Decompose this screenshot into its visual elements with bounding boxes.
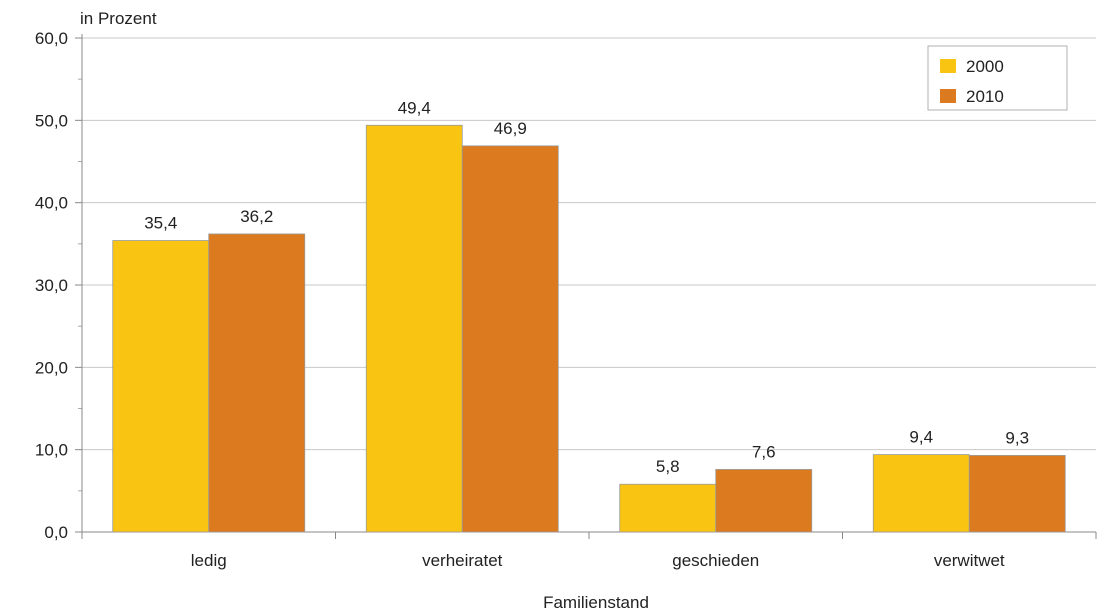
data-label-2000-verwitwet: 9,4: [909, 428, 933, 447]
x-category-label: geschieden: [672, 551, 759, 570]
data-label-2010-geschieden: 7,6: [752, 442, 776, 461]
legend-label-2000: 2000: [966, 57, 1004, 76]
y-tick-label: 60,0: [35, 29, 68, 48]
legend: 2000 2010: [927, 45, 1068, 111]
data-label-2000-ledig: 35,4: [144, 214, 177, 233]
bar-2000-ledig: [112, 240, 210, 533]
legend-label-2010: 2010: [966, 87, 1004, 106]
legend-swatch-2000: [940, 59, 956, 73]
bars: [112, 124, 1066, 533]
bar-2010-geschieden: [715, 469, 813, 533]
y-tick-label: 10,0: [35, 441, 68, 460]
bar-2000-geschieden: [619, 483, 717, 533]
legend-swatch-2010: [940, 89, 956, 103]
y-tick-label: 40,0: [35, 194, 68, 213]
y-axis-title: in Prozent: [80, 9, 157, 28]
y-tick-label: 0,0: [44, 523, 68, 542]
data-label-2010-verheiratet: 46,9: [494, 119, 527, 138]
bar-2010-verheiratet: [461, 145, 559, 533]
data-label-2000-verheiratet: 49,4: [398, 98, 431, 117]
data-label-2010-verwitwet: 9,3: [1005, 428, 1029, 447]
bar-2010-verwitwet: [968, 455, 1066, 533]
bar-2010-ledig: [208, 233, 306, 533]
x-axis-title: Familienstand: [543, 593, 649, 612]
y-tick-label: 20,0: [35, 358, 68, 377]
data-labels: 35,4 36,2 49,4 46,9 5,8 7,6 9,4 9,3: [144, 98, 1029, 476]
data-label-2000-geschieden: 5,8: [656, 457, 680, 476]
x-category-label: ledig: [191, 551, 227, 570]
bar-2000-verwitwet: [872, 454, 970, 533]
x-category-label: verwitwet: [934, 551, 1005, 570]
y-tick-label: 30,0: [35, 276, 68, 295]
x-category-label: verheiratet: [422, 551, 503, 570]
y-tick-label: 50,0: [35, 111, 68, 130]
axes: 0,0 10,0 20,0 30,0 40,0 50,0 60,0 ledig verheira…: [35, 29, 1097, 570]
data-label-2010-ledig: 36,2: [240, 207, 273, 226]
bar-2000-verheiratet: [365, 124, 463, 533]
